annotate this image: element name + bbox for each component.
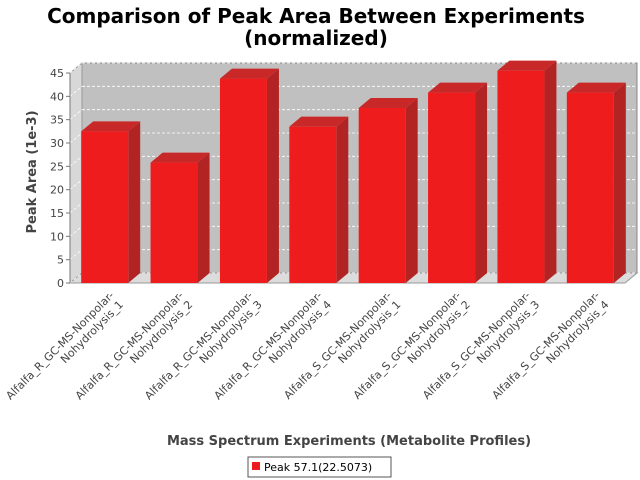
bar-side [544,60,557,283]
x-axis-label: Mass Spectrum Experiments (Metabolite Pr… [167,434,531,449]
bar-side [197,152,210,283]
bar-top [566,82,626,93]
y-tick-label: 15 [50,207,64,220]
bar [289,116,349,284]
bar-top [289,116,349,127]
y-tick-label: 20 [50,184,64,197]
bar-top [358,98,418,108]
y-tick-label: 0 [57,277,64,290]
bar-front [358,108,406,283]
y-tick-label: 40 [50,90,64,103]
bars [81,60,626,284]
grid-line-side [69,249,83,260]
bar-top [428,82,488,93]
bar-side [475,82,488,283]
bar-top [219,68,279,79]
legend-box [247,456,392,478]
bar-front [219,78,267,283]
y-tick-label: 25 [50,160,64,173]
legend: Peak 57.1(22.5073) [247,456,392,478]
y-tick-label: 35 [50,114,64,127]
bar-top [81,121,141,132]
bar-side [336,116,349,284]
y-tick-label: 10 [50,230,64,243]
y-tick-label: 5 [57,254,64,267]
grid-line-side [69,226,83,237]
grid-line-side [69,272,83,284]
bar-top [497,60,557,71]
bar-front [81,131,129,283]
legend-swatch [252,462,260,470]
bar [219,68,279,283]
bar-top [150,152,210,163]
chart-title-line2: (normalized) [244,26,388,50]
plot-left-wall [69,61,83,285]
grid-line-side [69,132,83,144]
bar-side [405,98,418,283]
bar-front [497,70,545,284]
bar-front [566,92,614,283]
grid-line-side [69,179,83,190]
bar-side [613,82,626,283]
grid-line-side [69,62,83,74]
bar [428,82,488,283]
bar-front [289,126,337,284]
y-tick-label: 30 [50,137,64,150]
bar [497,60,557,284]
bar [81,121,141,283]
grid-line-side [69,86,83,97]
grid-line-side [69,156,83,167]
bar-front [428,92,476,283]
bar [150,152,210,283]
bar [358,98,418,283]
grid-line-side [69,109,83,120]
chart-title-line1: Comparison of Peak Area Between Experime… [47,4,585,28]
y-tick-label: 45 [50,67,64,80]
grid-line-side [69,202,83,214]
x-tick-label: Alfalfa_R_GC-MS-Nonpolar-Nohydrolysis_1 [3,289,126,412]
bar [566,82,626,283]
bar-side [266,68,279,283]
y-axis: 0 5 10 15 20 25 30 35 40 45 [50,67,71,290]
legend-label: Peak 57.1(22.5073) [264,461,372,474]
bar-side [128,121,141,283]
x-axis-labels: Alfalfa_R_GC-MS-Nonpolar-Nohydrolysis_1A… [3,289,611,412]
y-axis-label: Peak Area (1e-3) [25,110,40,233]
bar-front [150,162,198,283]
